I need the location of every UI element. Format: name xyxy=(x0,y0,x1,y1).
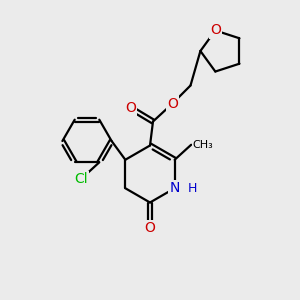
Text: O: O xyxy=(145,221,155,235)
Text: O: O xyxy=(167,97,178,110)
Text: O: O xyxy=(125,101,136,115)
Text: H: H xyxy=(188,182,198,195)
Text: Cl: Cl xyxy=(74,172,88,186)
Text: CH₃: CH₃ xyxy=(192,140,213,150)
Text: N: N xyxy=(169,181,180,195)
Text: O: O xyxy=(210,23,221,38)
